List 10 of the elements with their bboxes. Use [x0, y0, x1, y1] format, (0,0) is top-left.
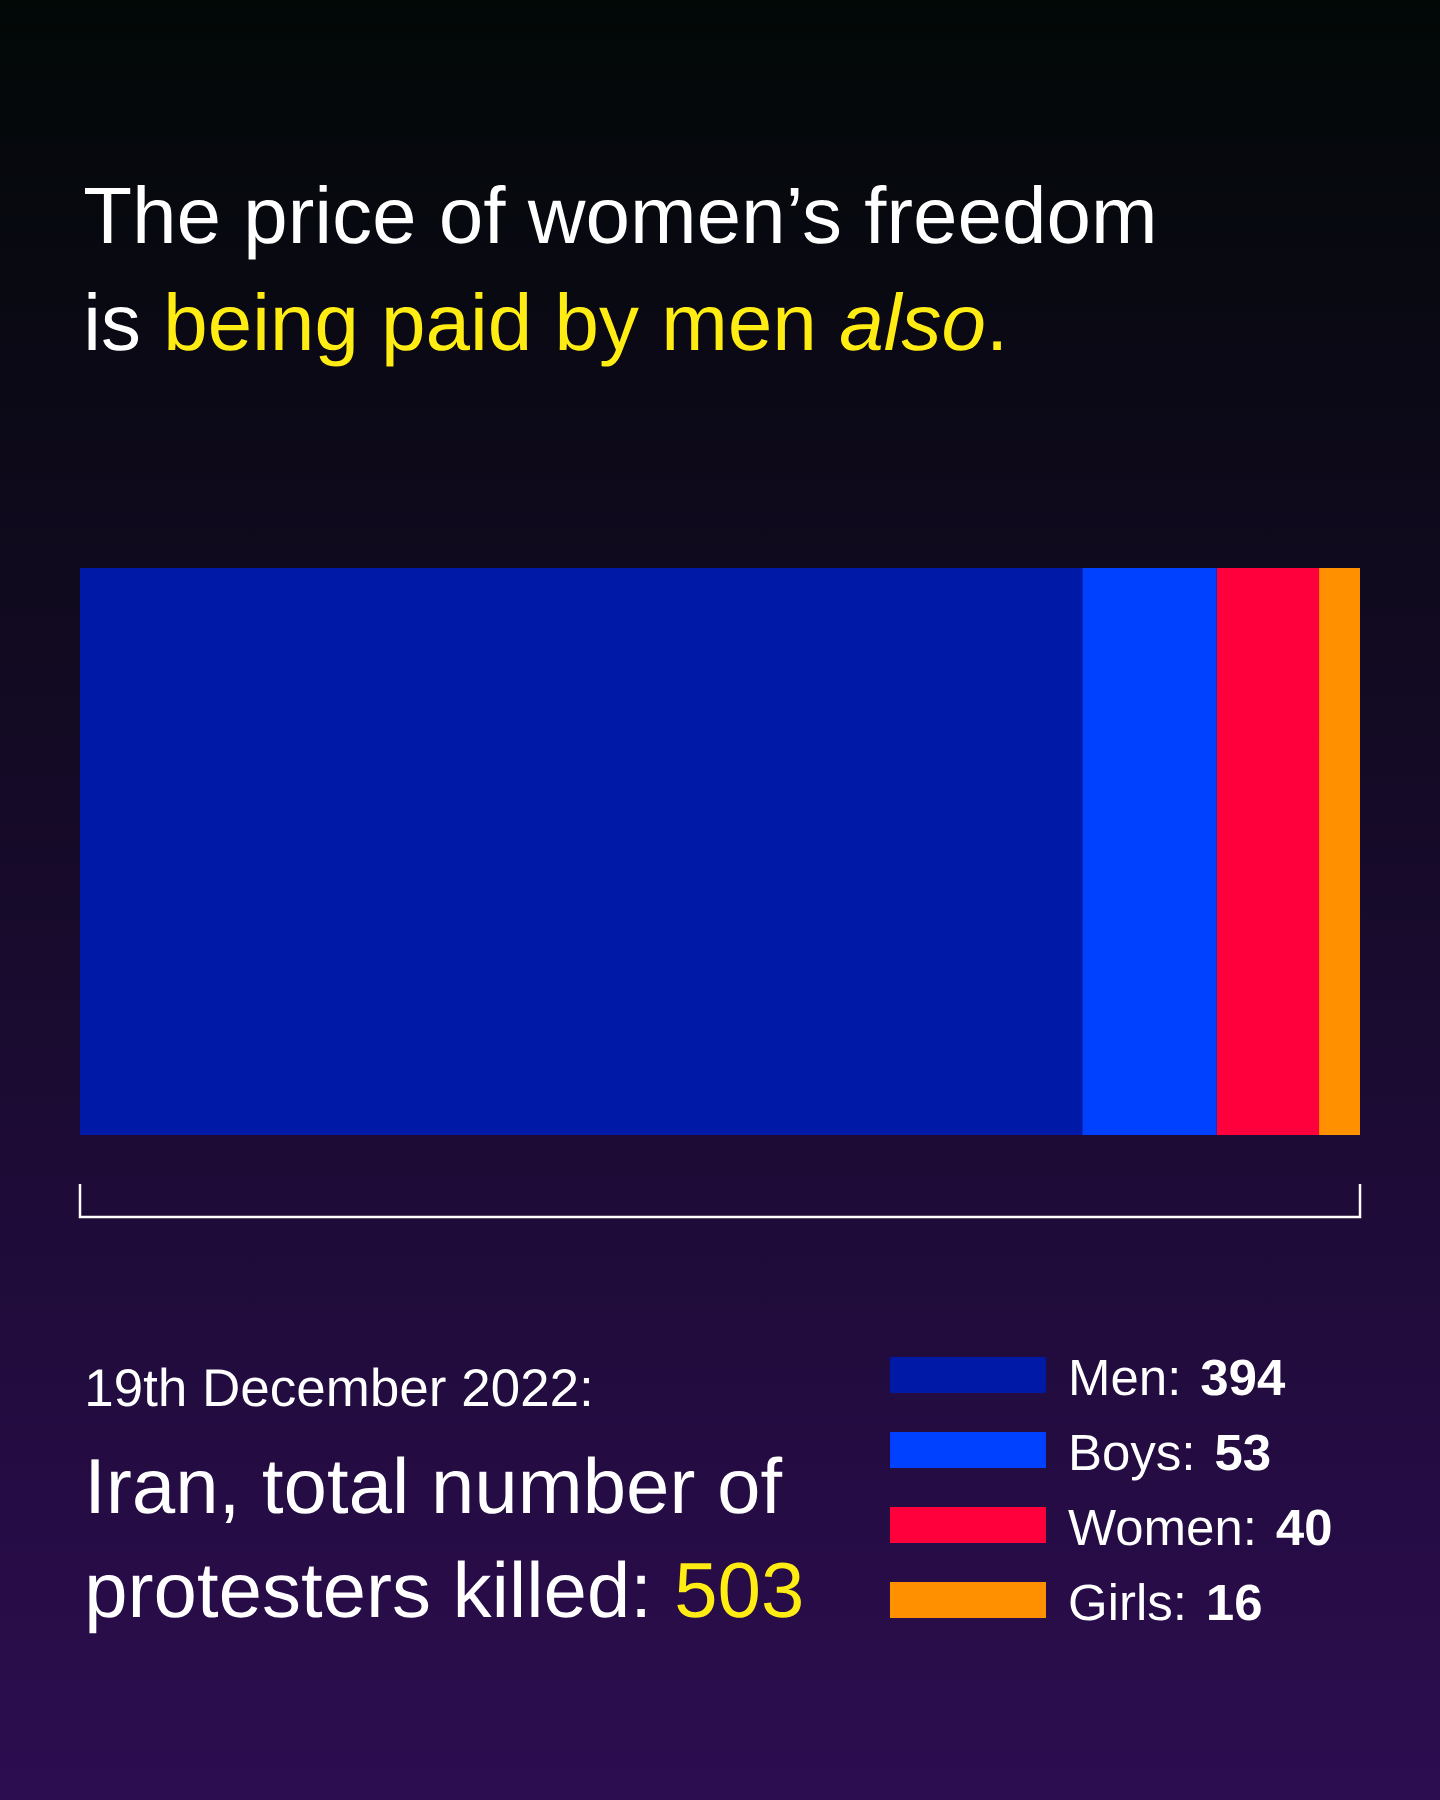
legend-label: Boys: 53	[1072, 1434, 1270, 1481]
text: Iran, total number of	[91, 1456, 783, 1523]
legend-label: Girls: 16	[1070, 1583, 1261, 1621]
chart-title: The price of women’s freedom	[85, 185, 1153, 260]
text: 19th December 2022:	[88, 1367, 589, 1407]
text: protesters killed:	[89, 1560, 645, 1634]
legend-label: Men: 394	[1072, 1359, 1286, 1396]
chart-subtitle: is being paid by men also.	[88, 292, 1001, 367]
text: 503	[677, 1562, 801, 1618]
legend-label: Women: 40	[1068, 1509, 1331, 1546]
